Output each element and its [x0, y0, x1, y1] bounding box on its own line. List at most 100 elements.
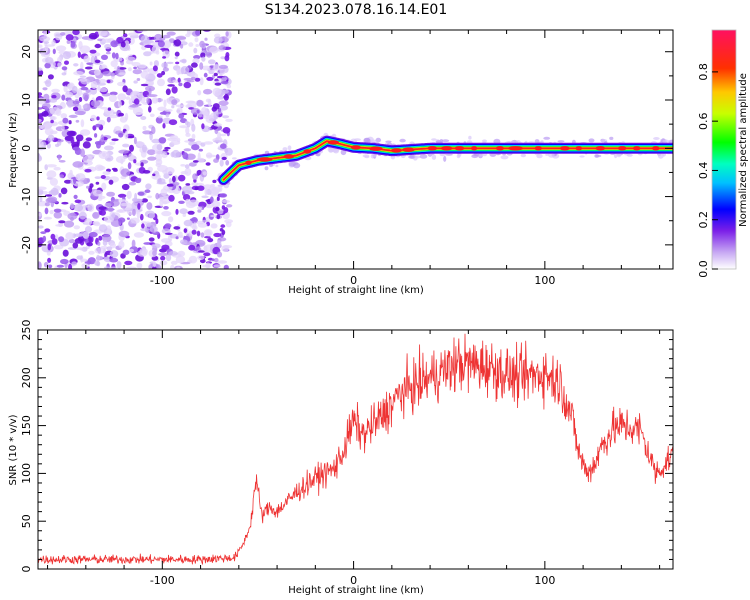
- noise-speckle: [109, 141, 116, 146]
- noise-speckle: [156, 144, 163, 151]
- noise-speckle: [205, 98, 211, 103]
- noise-speckle: [102, 239, 108, 246]
- noise-speckle: [73, 177, 77, 185]
- noise-speckle: [159, 111, 167, 115]
- colorbar-gradient: [712, 30, 736, 269]
- noise-speckle: [199, 77, 204, 86]
- ridge-halo: [431, 138, 437, 141]
- noise-speckle: [174, 56, 178, 60]
- ridge-halo: [545, 153, 549, 156]
- noise-speckle: [115, 52, 119, 60]
- noise-speckle: [213, 232, 222, 238]
- noise-speckle: [151, 243, 161, 249]
- noise-speckle: [98, 151, 110, 159]
- noise-speckle: [217, 96, 225, 100]
- noise-speckle: [191, 62, 198, 68]
- colorbar-tick-label: 0.2: [697, 211, 710, 229]
- noise-speckle: [198, 201, 207, 208]
- ridge-halo: [616, 153, 622, 158]
- noise-speckle: [141, 198, 148, 203]
- noise-speckle: [217, 260, 228, 264]
- noise-speckle: [67, 83, 73, 89]
- noise-speckle: [149, 225, 158, 233]
- noise-speckle: [49, 177, 59, 186]
- noise-speckle: [109, 242, 116, 249]
- noise-speckle: [188, 42, 194, 47]
- noise-speckle: [164, 146, 171, 150]
- noise-speckle: [179, 208, 188, 215]
- noise-speckle: [157, 40, 165, 48]
- noise-speckle: [146, 202, 153, 210]
- noise-speckle: [100, 134, 105, 143]
- noise-speckle: [38, 186, 47, 191]
- ridge-halo: [662, 139, 670, 143]
- ridge-peak: [303, 149, 312, 154]
- noise-speckle: [164, 232, 173, 235]
- noise-speckle: [191, 229, 197, 235]
- noise-speckle: [64, 179, 72, 184]
- ridge-halo: [375, 137, 382, 143]
- noise-speckle: [163, 172, 170, 179]
- noise-speckle: [87, 203, 95, 212]
- noise-speckle: [106, 79, 111, 84]
- y-tick-label: -10: [20, 188, 33, 206]
- noise-speckle: [74, 110, 86, 116]
- y-tick-label: 250: [20, 320, 33, 341]
- noise-speckle: [170, 260, 178, 265]
- noise-speckle: [126, 217, 130, 220]
- noise-speckle: [196, 230, 201, 237]
- noise-speckle: [185, 104, 193, 108]
- noise-speckle: [134, 192, 138, 202]
- noise-speckle: [220, 56, 226, 60]
- noise-speckle: [223, 264, 229, 269]
- noise-speckle: [185, 100, 196, 104]
- noise-speckle: [106, 108, 115, 117]
- noise-speckle: [95, 123, 101, 128]
- noise-speckle: [109, 200, 120, 207]
- noise-speckle: [124, 260, 133, 266]
- noise-speckle: [105, 51, 111, 55]
- noise-speckle: [120, 41, 126, 48]
- noise-speckle: [117, 93, 127, 101]
- noise-speckle: [128, 181, 136, 186]
- noise-speckle: [137, 250, 148, 257]
- noise-speckle: [38, 92, 43, 96]
- noise-speckle: [40, 231, 47, 235]
- noise-speckle: [109, 250, 119, 258]
- noise-speckle: [96, 116, 100, 121]
- noise-speckle: [39, 36, 51, 42]
- noise-speckle: [59, 174, 65, 179]
- noise-speckle: [51, 238, 58, 245]
- noise-speckle: [166, 31, 176, 36]
- noise-speckle: [164, 223, 172, 229]
- ridge-halo: [626, 153, 633, 157]
- noise-speckle: [51, 94, 57, 99]
- noise-speckle: [135, 112, 144, 115]
- ridge-peak: [283, 154, 295, 159]
- noise-speckle: [213, 36, 223, 44]
- colorbar-ticks: 0.0 0.2 0.4 0.6 0.8: [697, 63, 718, 278]
- noise-speckle: [219, 133, 227, 137]
- noise-speckle: [183, 219, 193, 227]
- noise-speckle: [160, 188, 168, 197]
- noise-speckle: [157, 115, 163, 119]
- noise-speckle: [193, 47, 198, 54]
- noise-speckle: [38, 67, 43, 72]
- ridge-halo: [435, 140, 443, 144]
- noise-speckle: [201, 107, 208, 115]
- x-tick-label: -100: [150, 574, 175, 587]
- ridge-halo: [441, 139, 450, 143]
- noise-speckle: [53, 211, 62, 219]
- noise-speckle: [108, 94, 117, 103]
- noise-speckle: [77, 51, 81, 58]
- noise-speckle: [151, 126, 156, 135]
- noise-speckle: [99, 209, 107, 216]
- x-tick-label: 0: [350, 274, 357, 287]
- noise-speckle: [216, 251, 223, 258]
- noise-speckle: [211, 200, 221, 208]
- noise-speckle: [225, 147, 233, 156]
- noise-speckle: [178, 200, 185, 204]
- colorbar-label: Normalized spectral amplitude: [738, 73, 749, 227]
